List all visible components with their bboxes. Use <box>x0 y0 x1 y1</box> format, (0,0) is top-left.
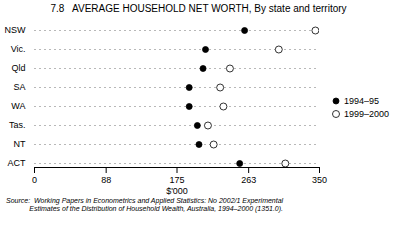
html-text:1999–2000: 1999–2000 <box>344 108 390 119</box>
svg-text:Qld: Qld <box>11 63 25 73</box>
svg-text:350: 350 <box>312 175 327 185</box>
svg-text:263: 263 <box>241 175 256 185</box>
html-text:1994–95: 1994–95 <box>344 95 379 106</box>
svg-text:ACT: ACT <box>8 158 27 168</box>
svg-text:NT: NT <box>14 139 26 149</box>
svg-text:WA: WA <box>11 101 25 111</box>
html-text:7.8 AVERAGE HOUSEHOLD NET WORT: 7.8 AVERAGE HOUSEHOLD NET WORTH, By stat… <box>50 3 347 14</box>
svg-text:SA: SA <box>13 82 25 92</box>
svg-text:0: 0 <box>32 175 37 185</box>
html-text:Source: Working Papers in Econ: Source: Working Papers in Econometrics a… <box>6 197 284 212</box>
svg-text:NSW: NSW <box>5 25 27 35</box>
svg-text:$'000: $'000 <box>166 186 188 196</box>
svg-text:88: 88 <box>101 175 111 185</box>
svg-text:175: 175 <box>169 175 184 185</box>
svg-text:Tas.: Tas. <box>9 120 26 130</box>
svg-text:Vic.: Vic. <box>11 44 26 54</box>
